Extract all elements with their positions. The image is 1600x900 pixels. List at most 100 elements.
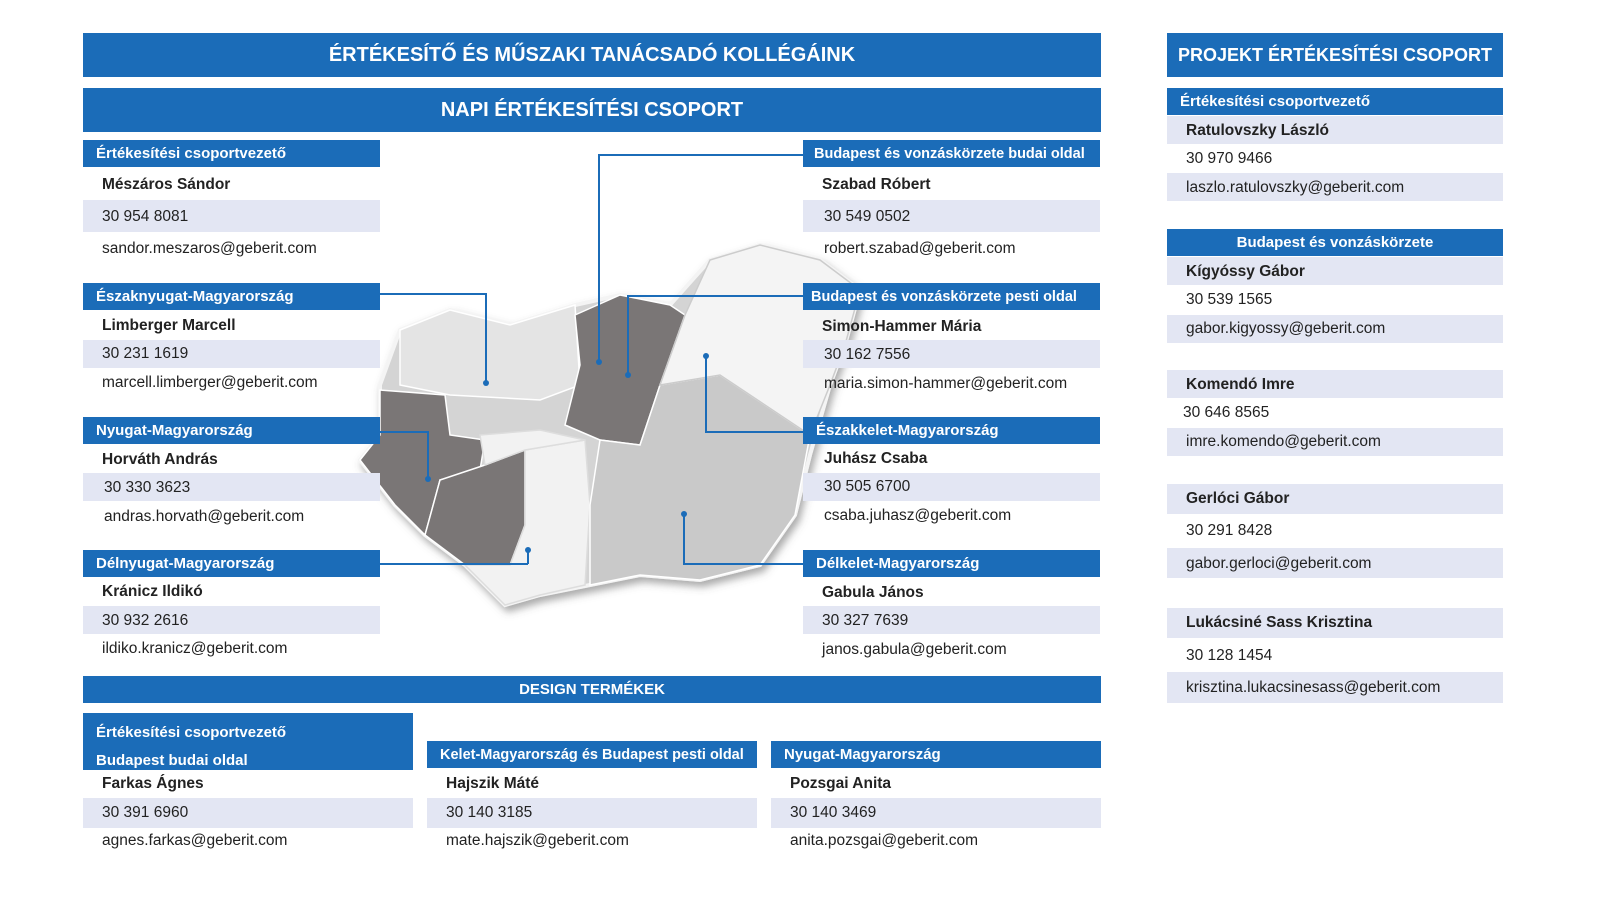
- contact-email[interactable]: krisztina.lukacsinesass@geberit.com: [1186, 679, 1441, 696]
- map-pin: [525, 547, 531, 553]
- contact-phone[interactable]: 30 162 7556: [824, 346, 911, 363]
- contact-phone[interactable]: 30 231 1619: [102, 345, 189, 362]
- project-group-title: PROJEKT ÉRTÉKESÍTÉSI CSOPORT: [1167, 33, 1503, 77]
- connector-line: [598, 154, 803, 156]
- contact-email[interactable]: maria.simon-hammer@geberit.com: [824, 375, 1068, 392]
- row-band: [803, 200, 1100, 232]
- contact-email[interactable]: imre.komendo@geberit.com: [1186, 433, 1381, 450]
- contact-name: Kígyóssy Gábor: [1186, 263, 1305, 280]
- row-band: [771, 798, 1101, 828]
- main-title: ÉRTÉKESÍTŐ ÉS MŰSZAKI TANÁCSADÓ KOLLÉGÁI…: [83, 33, 1101, 77]
- row-band: [83, 340, 380, 368]
- contact-phone[interactable]: 30 970 9466: [1186, 150, 1273, 167]
- contact-email[interactable]: marcell.limberger@geberit.com: [102, 374, 318, 391]
- row-band: [1167, 257, 1503, 285]
- contact-email[interactable]: ildiko.kranicz@geberit.com: [102, 640, 288, 657]
- row-band: [83, 606, 380, 634]
- contact-email[interactable]: agnes.farkas@geberit.com: [102, 832, 288, 849]
- daily-group-title: NAPI ÉRTÉKESÍTÉSI CSOPORT: [83, 88, 1101, 132]
- contact-name: Lukácsiné Sass Krisztina: [1186, 614, 1373, 631]
- map-region-northwest: [399, 304, 581, 401]
- connector-line: [627, 295, 803, 297]
- contact-phone[interactable]: 30 140 3185: [446, 804, 533, 821]
- contact-email[interactable]: andras.horvath@geberit.com: [104, 508, 305, 525]
- map-pin: [483, 380, 489, 386]
- contact-email[interactable]: robert.szabad@geberit.com: [824, 240, 1016, 257]
- contact-email[interactable]: mate.hajszik@geberit.com: [446, 832, 629, 849]
- contact-name: Szabad Róbert: [822, 176, 931, 193]
- contact-phone[interactable]: 30 330 3623: [104, 479, 191, 496]
- design-group-title: DESIGN TERMÉKEK: [83, 676, 1101, 703]
- connector-line: [427, 431, 429, 479]
- contact-email[interactable]: csaba.juhasz@geberit.com: [824, 507, 1012, 524]
- map-pin: [681, 511, 687, 517]
- connector-line: [380, 431, 428, 433]
- contact-name: Mészáros Sándor: [102, 176, 231, 193]
- contact-name: Simon-Hammer Mária: [822, 318, 982, 335]
- contact-name: Komendó Imre: [1186, 376, 1295, 393]
- connector-line: [380, 293, 486, 295]
- contact-name: Hajszik Máté: [446, 775, 540, 792]
- row-band: [1167, 370, 1503, 398]
- contact-phone[interactable]: 30 505 6700: [824, 478, 911, 495]
- row-band: [427, 798, 757, 828]
- contact-email[interactable]: gabor.kigyossy@geberit.com: [1186, 320, 1386, 337]
- map-pin: [625, 372, 631, 378]
- card-role: Értékesítési csoportvezető: [96, 724, 287, 741]
- budapest-header: Budapest és vonzáskörzete: [1167, 229, 1503, 256]
- row-band: [1167, 428, 1503, 456]
- row-band: [1167, 672, 1503, 703]
- contact-email[interactable]: janos.gabula@geberit.com: [822, 641, 1007, 658]
- contact-phone[interactable]: 30 932 2616: [102, 612, 189, 629]
- row-band: [1167, 173, 1503, 201]
- contact-phone[interactable]: 30 539 1565: [1186, 291, 1273, 308]
- contact-name: Kránicz Ildikó: [102, 583, 203, 600]
- contact-name: Limberger Marcell: [102, 317, 236, 334]
- contact-name: Pozsgai Anita: [790, 775, 892, 792]
- connector-line: [598, 154, 600, 362]
- connector-line: [627, 295, 629, 375]
- leader-header: Értékesítési csoportvezető: [1167, 88, 1503, 115]
- card-region-header: Értékesítési csoportvezető: [83, 140, 380, 167]
- card-region-header: Északkelet-Magyarország: [803, 417, 1100, 444]
- row-band: [803, 606, 1100, 634]
- contact-name: Ratulovszky László: [1186, 122, 1329, 139]
- row-band: [803, 340, 1100, 368]
- contact-name: Gerlóci Gábor: [1186, 490, 1290, 507]
- map-pin: [703, 353, 709, 359]
- connector-line: [380, 563, 528, 565]
- contact-phone[interactable]: 30 291 8428: [1186, 522, 1273, 539]
- row-band: [803, 473, 1100, 501]
- contact-name: Horváth András: [102, 451, 218, 468]
- card-region-header: Délkelet-Magyarország: [803, 550, 1100, 577]
- contact-phone[interactable]: 30 646 8565: [1183, 404, 1270, 421]
- connector-line: [705, 356, 707, 432]
- contact-phone[interactable]: 30 954 8081: [102, 208, 189, 225]
- contact-phone[interactable]: 30 140 3469: [790, 804, 877, 821]
- contact-phone[interactable]: 30 128 1454: [1186, 647, 1273, 664]
- contact-phone[interactable]: 30 327 7639: [822, 612, 909, 629]
- contact-phone[interactable]: 30 549 0502: [824, 208, 911, 225]
- connector-line: [485, 293, 487, 383]
- contact-email[interactable]: gabor.gerloci@geberit.com: [1186, 555, 1372, 572]
- contact-name: Juhász Csaba: [824, 450, 928, 467]
- contact-name: Gabula János: [822, 584, 924, 601]
- contact-name: Farkas Ágnes: [102, 775, 204, 792]
- row-band: [83, 200, 380, 232]
- contact-email[interactable]: anita.pozsgai@geberit.com: [790, 832, 979, 849]
- row-band: [83, 798, 413, 828]
- map-region-southwest-light: [463, 439, 591, 606]
- connector-line: [683, 563, 803, 565]
- connector-line: [683, 514, 685, 564]
- map-region-central-white: [479, 429, 586, 467]
- row-band: [1167, 608, 1503, 638]
- card-region-header: Értékesítési csoportvezető Budapest buda…: [83, 713, 413, 770]
- contact-email[interactable]: sandor.meszaros@geberit.com: [102, 240, 317, 257]
- card-region-header: Nyugat-Magyarország: [83, 417, 380, 444]
- contact-email[interactable]: laszlo.ratulovszky@geberit.com: [1186, 179, 1405, 196]
- card-region-header: Északnyugat-Magyarország: [83, 283, 380, 310]
- contact-phone[interactable]: 30 391 6960: [102, 804, 189, 821]
- card-region-header: Nyugat-Magyarország: [771, 741, 1101, 768]
- row-band: [1167, 484, 1503, 514]
- row-band: [1167, 548, 1503, 578]
